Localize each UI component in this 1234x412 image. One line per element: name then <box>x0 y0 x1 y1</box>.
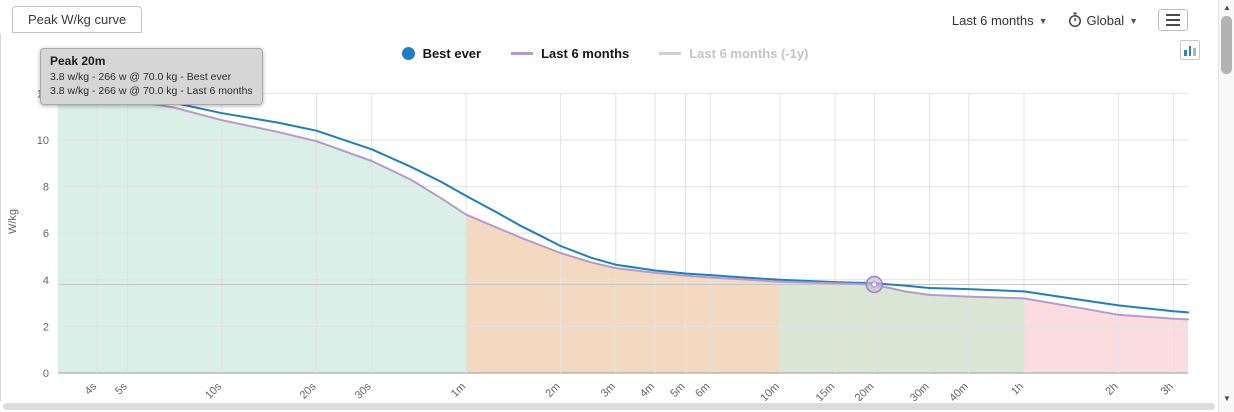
svg-text:1h: 1h <box>1009 381 1026 398</box>
chart-tooltip: Peak 20m 3.8 w/kg - 266 w @ 70.0 kg - Be… <box>40 48 263 106</box>
svg-text:W/kg: W/kg <box>7 209 19 234</box>
legend-item-last-6-months[interactable]: Last 6 months <box>511 46 629 61</box>
scope-dropdown[interactable]: Global ▼ <box>1068 12 1138 28</box>
tooltip-title: Peak 20m <box>50 54 106 68</box>
svg-text:6m: 6m <box>693 381 712 400</box>
svg-text:2m: 2m <box>543 381 562 400</box>
tab-peak-wkg-curve[interactable]: Peak W/kg curve <box>12 6 143 33</box>
svg-text:4s: 4s <box>83 380 100 397</box>
svg-text:2h: 2h <box>1103 381 1120 398</box>
tab-label: Peak W/kg curve <box>28 12 127 27</box>
legend-label: Last 6 months (-1y) <box>689 46 809 61</box>
scope-dropdown-value: Global <box>1086 12 1125 28</box>
legend-item-last-6-months-1y[interactable]: Last 6 months (-1y) <box>659 46 808 61</box>
legend-line-swatch <box>511 52 534 55</box>
svg-text:5m: 5m <box>668 381 687 400</box>
legend-label: Best ever <box>422 46 482 61</box>
svg-text:2: 2 <box>43 321 49 333</box>
scrollbar-thumb[interactable] <box>1221 16 1232 74</box>
chevron-down-icon: ▼ <box>1129 15 1138 26</box>
svg-text:8: 8 <box>43 182 49 194</box>
svg-text:4: 4 <box>43 275 49 287</box>
top-bar: Peak W/kg curve Last 6 months ▼ Global ▼ <box>0 0 1218 34</box>
legend-item-best-ever[interactable]: Best ever <box>401 46 482 61</box>
svg-text:1m: 1m <box>449 381 468 400</box>
period-dropdown-value: Last 6 months <box>951 12 1034 28</box>
power-curve-chart[interactable]: 0246810124s5s10s20s30s1m2m3m4m5m6m10m15m… <box>0 30 1210 410</box>
horizontal-scrollbar[interactable] <box>0 401 1218 412</box>
svg-text:5s: 5s <box>113 380 130 397</box>
svg-text:4m: 4m <box>638 381 657 400</box>
tooltip-line-last-6-months: 3.8 w/kg - 266 w @ 70.0 kg - Last 6 mont… <box>50 85 253 98</box>
legend-line-swatch <box>659 52 682 55</box>
svg-text:20s: 20s <box>298 380 319 401</box>
svg-text:6: 6 <box>43 228 49 240</box>
scroll-up-arrow[interactable]: ▲ <box>1223 3 1231 12</box>
hamburger-menu-button[interactable] <box>1158 9 1188 31</box>
svg-text:10: 10 <box>37 135 49 147</box>
svg-text:3h: 3h <box>1159 381 1176 398</box>
svg-text:0: 0 <box>43 368 49 380</box>
stopwatch-icon <box>1068 12 1082 28</box>
scroll-down-arrow[interactable]: ▼ <box>1223 394 1231 403</box>
power-curve-plot[interactable]: 0246810124s5s10s20s30s1m2m3m4m5m6m10m15m… <box>0 30 1210 410</box>
horizontal-scrollbar-thumb[interactable] <box>3 403 1215 410</box>
hamburger-icon <box>1166 14 1180 16</box>
legend-dot-swatch <box>401 47 415 60</box>
chart-options-icon[interactable] <box>1180 40 1200 60</box>
svg-text:10s: 10s <box>203 380 224 401</box>
svg-text:30s: 30s <box>353 380 374 401</box>
period-dropdown[interactable]: Last 6 months ▼ <box>952 13 1048 28</box>
legend-label: Last 6 months <box>541 46 630 61</box>
vertical-scrollbar[interactable]: ▲ ▼ <box>1218 0 1234 412</box>
chevron-down-icon: ▼ <box>1038 15 1048 26</box>
chart-legend: Best ever Last 6 months Last 6 months (-1y… <box>0 46 1210 61</box>
svg-text:3m: 3m <box>599 381 618 400</box>
tooltip-line-best-ever: 3.8 w/kg - 266 w @ 70.0 kg - Best ever <box>50 71 232 83</box>
header-controls: Last 6 months ▼ Global ▼ <box>952 9 1188 31</box>
